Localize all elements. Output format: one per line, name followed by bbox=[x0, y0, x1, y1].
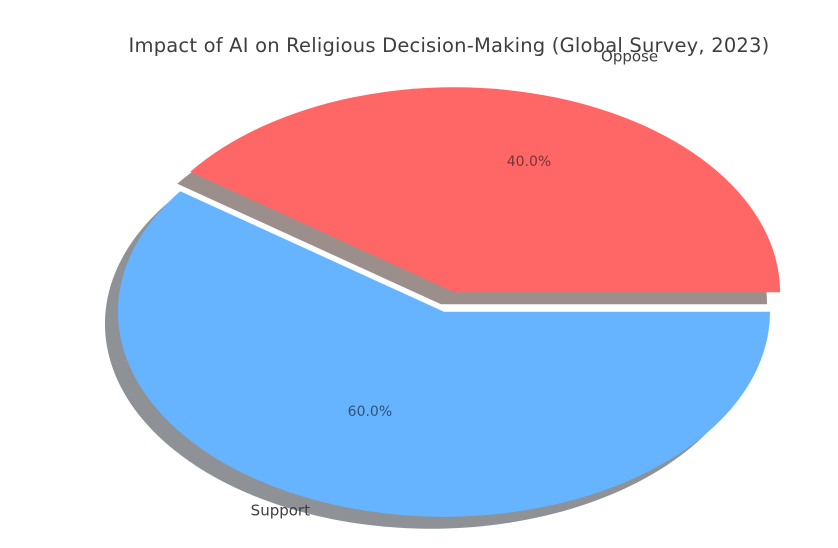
chart-title: Impact of AI on Religious Decision-Makin… bbox=[128, 34, 770, 57]
pct-label-support: 60.0% bbox=[347, 403, 393, 420]
slice-label-support: Support bbox=[250, 501, 310, 520]
pct-label-oppose: 40.0% bbox=[506, 154, 552, 170]
wedge-oppose bbox=[190, 87, 781, 293]
slice-label-oppose: Oppose bbox=[601, 47, 659, 66]
wedge-support bbox=[117, 191, 770, 517]
